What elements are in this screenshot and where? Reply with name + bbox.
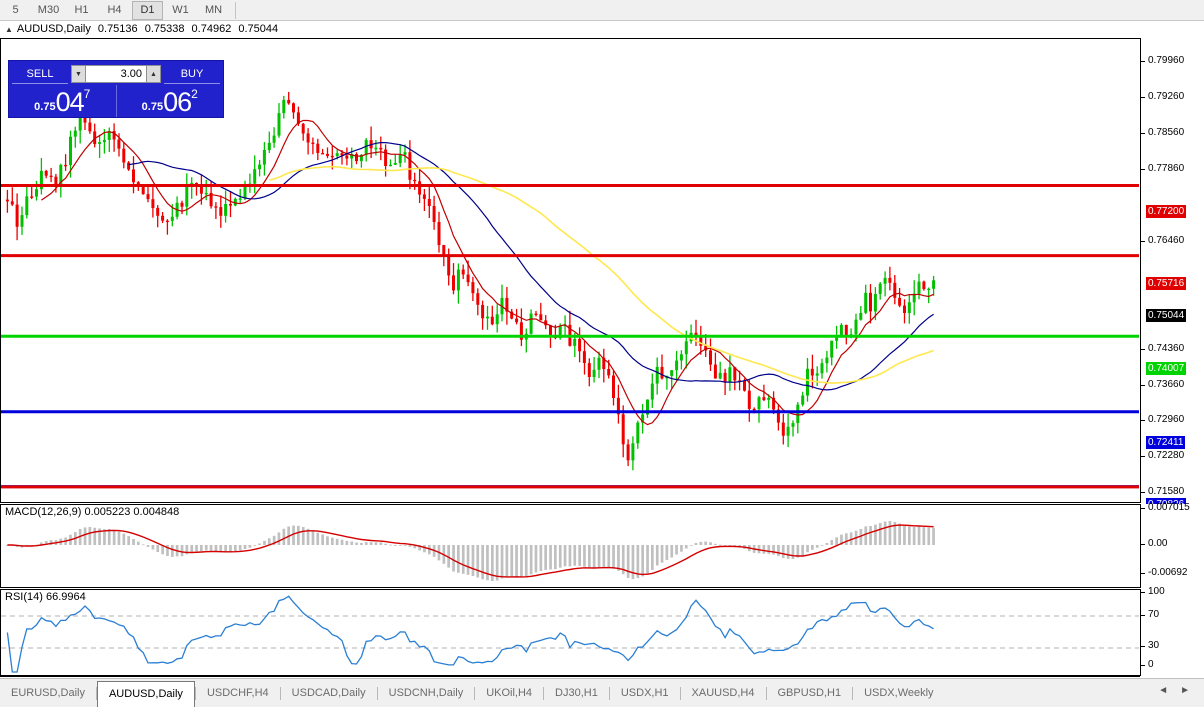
timeframe-m5[interactable]: 5 <box>12 3 19 16</box>
volume-decrease-icon[interactable]: ▼ <box>71 65 86 83</box>
toolbar-divider <box>235 1 236 19</box>
tab-usdchf-h4[interactable]: USDCHF,H4 <box>206 687 269 699</box>
tab-scroll-left-icon[interactable]: ◄ <box>1158 685 1169 696</box>
buy-button[interactable]: BUY <box>164 64 220 84</box>
price-tick: 0.74360 <box>1141 343 1204 355</box>
tab-divider <box>194 687 196 700</box>
tab-eurusd-daily[interactable]: EURUSD,Daily <box>11 687 85 699</box>
tab-divider <box>852 687 854 700</box>
axis-tick: 30 <box>1141 640 1204 652</box>
symbol-header: ▲ AUDUSD,Daily 0.75136 0.75338 0.74962 0… <box>0 21 1204 37</box>
axis-tick: 70 <box>1141 609 1204 621</box>
price-tick: 0.79960 <box>1141 55 1204 67</box>
trade-panel-quotes: 0.75 04 7 0.75 06 2 <box>9 85 223 117</box>
price-tick: 0.79260 <box>1141 91 1204 103</box>
rsi-scale: 100 70 30 0 <box>1140 586 1204 676</box>
buy-price[interactable]: 0.75 06 2 <box>115 85 224 117</box>
price-tick: 0.78560 <box>1141 127 1204 139</box>
price-level-label[interactable]: 0.75044 <box>1146 309 1187 322</box>
tab-xauusd-h4[interactable]: XAUUSD,H4 <box>691 687 755 699</box>
price-level-label[interactable]: 0.75716 <box>1146 277 1187 290</box>
axis-tick: -0.00692 <box>1141 567 1204 579</box>
symbol-tabbar[interactable]: EURUSD,Daily AUDUSD,Daily USDCHF,H4 USDCAD,… <box>0 678 1204 707</box>
ohlc-close: 0.75044 <box>238 23 279 35</box>
axis-tick: 0.007015 <box>1141 502 1204 514</box>
tab-divider <box>376 687 378 700</box>
timeframe-h1[interactable]: H1 <box>74 3 89 16</box>
tab-usdcad-daily[interactable]: USDCAD,Daily <box>291 687 366 699</box>
price-scale[interactable]: 0.79960 0.79260 0.78560 0.77860 0.76460 0.743… <box>1140 38 1204 518</box>
timeframe-h4[interactable]: H4 <box>107 3 122 16</box>
tab-divider <box>608 687 610 700</box>
macd-scale: 0.007015 0.00 -0.00692 <box>1140 502 1204 588</box>
price-tick: 0.72960 <box>1141 414 1204 426</box>
price-level-label[interactable]: 0.74007 <box>1146 362 1187 375</box>
tab-divider <box>279 687 281 700</box>
tab-divider <box>543 687 545 700</box>
timeframe-toolbar[interactable]: 5 M30 H1 H4 D1 W1 MN <box>0 0 1204 21</box>
one-click-trading-panel[interactable]: SELL ▼ 3.00 ▲ BUY 0.75 04 7 0.75 06 2 <box>8 60 224 118</box>
tab-divider <box>95 687 97 700</box>
axis-tick: 0 <box>1141 659 1204 671</box>
ohlc-low: 0.74962 <box>191 23 232 35</box>
tab-gbpusd-h1[interactable]: GBPUSD,H1 <box>777 687 842 699</box>
sell-price-prefix: 0.75 <box>34 101 56 113</box>
volume-stepper[interactable]: ▼ 3.00 ▲ <box>71 65 161 83</box>
timeframe-w1[interactable]: W1 <box>172 3 189 16</box>
axis-tick: 100 <box>1141 586 1204 598</box>
rsi-pane[interactable]: RSI(14) 66.9964 <box>0 589 1140 676</box>
tab-divider <box>765 687 767 700</box>
axis-tick: 0.00 <box>1141 538 1204 550</box>
tab-audusd-daily[interactable]: AUDUSD,Daily <box>96 681 195 707</box>
timeframe-mn[interactable]: MN <box>204 3 223 16</box>
collapse-caret-icon[interactable]: ▲ <box>5 24 13 34</box>
tab-usdx-h1[interactable]: USDX,H1 <box>620 687 669 699</box>
volume-increase-icon[interactable]: ▲ <box>146 65 161 83</box>
tab-ukoil-h4[interactable]: UKOil,H4 <box>486 687 533 699</box>
tab-divider <box>474 687 476 700</box>
price-level-label[interactable]: 0.72411 <box>1146 436 1186 449</box>
symbol-name: AUDUSD,Daily <box>16 23 91 35</box>
buy-price-main: 06 <box>163 87 192 117</box>
buy-price-pipette: 2 <box>191 87 198 101</box>
tab-dj30-h1[interactable]: DJ30,H1 <box>555 687 598 699</box>
price-tick: 0.71580 <box>1141 486 1204 498</box>
tab-scroll-right-icon[interactable]: ► <box>1180 685 1190 696</box>
tab-divider <box>679 687 681 700</box>
rsi-label: RSI(14) 66.9964 <box>5 591 86 603</box>
volume-input[interactable]: 3.00 <box>86 65 146 83</box>
macd-label: MACD(12,26,9) 0.005223 0.004848 <box>5 506 180 518</box>
macd-pane[interactable]: MACD(12,26,9) 0.005223 0.004848 <box>0 504 1140 588</box>
timeframe-m30[interactable]: M30 <box>37 3 60 16</box>
price-tick: 0.72280 <box>1141 450 1204 462</box>
tab-scroll-controls[interactable]: ◄ ► <box>1152 685 1204 696</box>
chart-area[interactable]: ▲ AUDUSD,Daily 0.75136 0.75338 0.74962 0… <box>0 21 1204 691</box>
macd-chart-svg <box>6 521 935 581</box>
ohlc-open: 0.75136 <box>97 23 138 35</box>
sell-price[interactable]: 0.75 04 7 <box>9 85 116 117</box>
ohlc-high: 0.75338 <box>144 23 185 35</box>
trade-panel-controls[interactable]: SELL ▼ 3.00 ▲ BUY <box>9 61 223 85</box>
price-tick: 0.77860 <box>1141 163 1204 175</box>
price-tick: 0.76460 <box>1141 235 1204 247</box>
tab-usdx-weekly[interactable]: USDX,Weekly <box>864 687 934 699</box>
sell-price-pipette: 7 <box>83 87 91 101</box>
ohlc-values: 0.75136 0.75338 0.74962 0.75044 <box>98 23 282 35</box>
sell-price-main: 04 <box>55 87 85 117</box>
price-chart-svg <box>1 91 1139 489</box>
buy-price-prefix: 0.75 <box>141 101 164 113</box>
sell-button[interactable]: SELL <box>12 64 68 84</box>
tab-usdcnh-daily[interactable]: USDCNH,Daily <box>388 687 464 699</box>
rsi-chart-svg <box>1 595 1139 673</box>
price-level-label[interactable]: 0.77200 <box>1146 205 1187 218</box>
price-tick: 0.73660 <box>1141 379 1204 391</box>
timeframe-d1[interactable]: D1 <box>132 0 163 20</box>
